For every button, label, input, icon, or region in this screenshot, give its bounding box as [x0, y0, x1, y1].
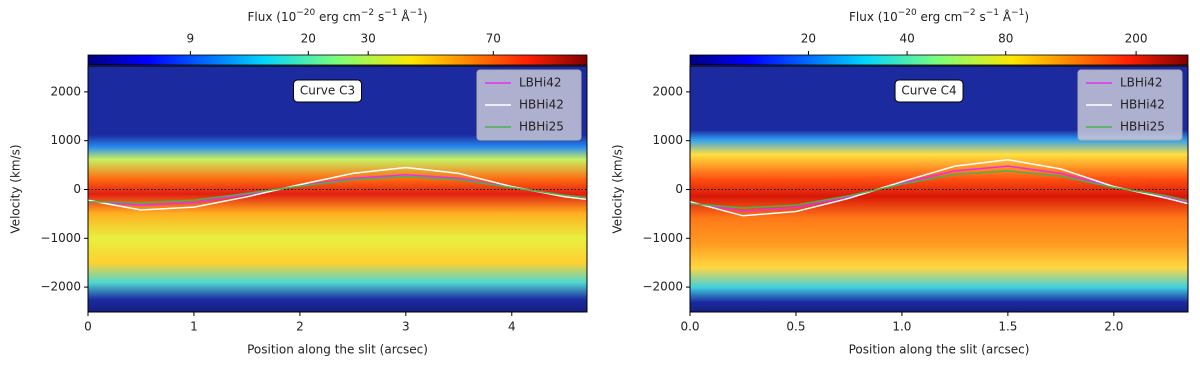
y-tick-label: 0 [675, 182, 683, 196]
y-tick-label: 1000 [50, 133, 81, 147]
colorbar-tick-label: 9 [187, 32, 195, 46]
superscript: −2 [361, 8, 374, 18]
colorbar-tick-label: 30 [361, 32, 376, 46]
x-tick-label: 2.0 [1104, 320, 1123, 334]
annotation: Curve C3 [300, 84, 355, 98]
annotation-box [293, 79, 363, 103]
legend-box [476, 69, 582, 141]
colorbar [87, 54, 588, 66]
legend-box [1077, 69, 1183, 141]
legend-label: HBHi42 [1120, 98, 1165, 112]
annotation-box [894, 79, 964, 103]
x-tick-label: 3 [402, 320, 410, 334]
legend-label: HBHi25 [1120, 120, 1165, 134]
label-part: s [374, 10, 384, 24]
legend-label: LBHi42 [1120, 76, 1163, 90]
legend-label: HBHi25 [519, 120, 564, 134]
colorbar [689, 54, 1189, 66]
y-tick-label: 2000 [50, 84, 81, 98]
x-tick-label: 0.0 [680, 320, 699, 334]
colorbar-tick-label: 20 [301, 32, 316, 46]
colorbar-tick-label: 200 [1125, 32, 1148, 46]
label-part: ) [423, 10, 428, 24]
superscript: −20 [898, 8, 917, 18]
x-axis-label: Position along the slit (arcsec) [247, 343, 428, 357]
label-part: Flux (10 [849, 10, 898, 24]
label-part: Å [999, 9, 1012, 24]
label-part: Å [398, 9, 411, 24]
y-tick-label: 2000 [652, 84, 683, 98]
label-part: erg cm [917, 10, 963, 24]
superscript: −1 [986, 8, 999, 18]
y-tick-label: −1000 [40, 231, 81, 245]
x-tick-label: 0 [84, 320, 92, 334]
legend-label: HBHi42 [519, 98, 564, 112]
y-axis-label: Velocity (km/s) [9, 144, 23, 233]
label-part: erg cm [315, 10, 361, 24]
colorbar-tick-label: 70 [486, 32, 501, 46]
y-tick-label: −1000 [642, 231, 683, 245]
x-tick-label: 4 [508, 320, 516, 334]
y-axis-label: Velocity (km/s) [611, 144, 625, 233]
x-tick-label: 1 [190, 320, 198, 334]
label-part: Flux (10 [248, 10, 297, 24]
x-axis-label: Position along the slit (arcsec) [849, 343, 1030, 357]
annotation: Curve C4 [901, 84, 956, 98]
colorbar-label: Flux (10−20 erg cm−2 s−1 Å−1) [849, 8, 1029, 24]
colorbar-tick-label: 40 [899, 32, 914, 46]
superscript: −1 [410, 8, 423, 18]
x-tick-label: 1.0 [892, 320, 911, 334]
colorbar-tick-label: 80 [998, 32, 1013, 46]
y-tick-label: −2000 [40, 280, 81, 294]
series-line [87, 176, 586, 204]
superscript: −20 [296, 8, 315, 18]
x-tick-label: 0.5 [786, 320, 805, 334]
colorbar-tick-label: 20 [801, 32, 816, 46]
superscript: −2 [962, 8, 975, 18]
y-tick-label: −2000 [642, 280, 683, 294]
legend-label: LBHi42 [519, 76, 562, 90]
label-part: ) [1024, 10, 1029, 24]
series-line [689, 170, 1189, 209]
x-tick-label: 1.5 [998, 320, 1017, 334]
superscript: −1 [1011, 8, 1024, 18]
superscript: −1 [384, 8, 397, 18]
x-tick-label: 2 [296, 320, 304, 334]
y-tick-label: 1000 [652, 133, 683, 147]
label-part: s [976, 10, 986, 24]
y-tick-label: 0 [73, 182, 81, 196]
colorbar-label: Flux (10−20 erg cm−2 s−1 Å−1) [248, 8, 428, 24]
